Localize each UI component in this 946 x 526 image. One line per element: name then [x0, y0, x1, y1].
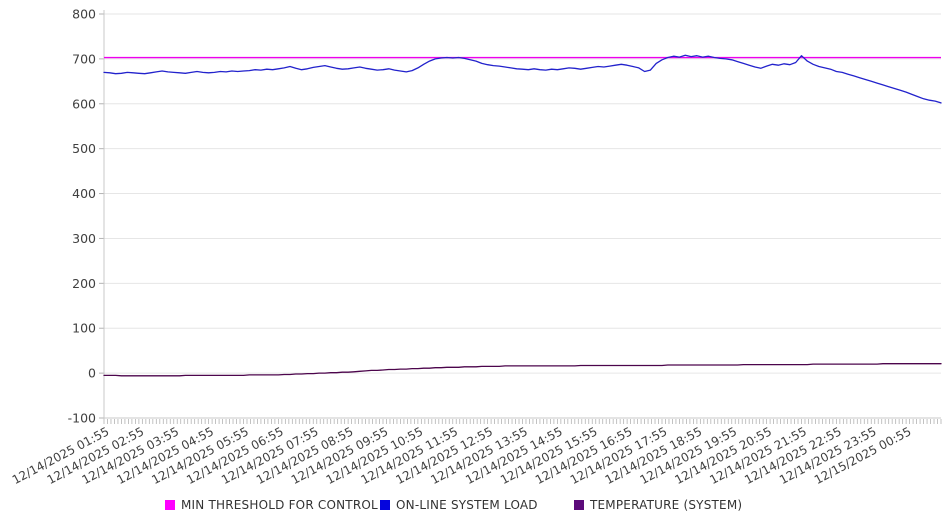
line-temperature-system: [103, 363, 942, 377]
y-tick-label: 800: [72, 7, 96, 22]
chart-legend: MIN THRESHOLD FOR CONTROL ON-LINE SYSTEM…: [0, 497, 946, 517]
y-tick-label: 600: [72, 96, 96, 111]
y-tick-label: 300: [72, 231, 96, 246]
legend-item-online-system-load: ON-LINE SYSTEM LOAD: [380, 497, 538, 513]
y-tick-label: 200: [72, 276, 96, 291]
line-on-line-system-load: [103, 54, 942, 104]
y-tick-label: 0: [88, 366, 96, 381]
online-system-load-swatch-icon: [380, 500, 390, 510]
legend-item-temperature: TEMPERATURE (SYSTEM): [574, 497, 742, 513]
y-tick-label: 400: [72, 186, 96, 201]
y-tick-label: 500: [72, 141, 96, 156]
legend-label: ON-LINE SYSTEM LOAD: [396, 498, 538, 512]
y-tick-label: 700: [72, 51, 96, 66]
y-tick-label: 100: [72, 321, 96, 336]
legend-label: MIN THRESHOLD FOR CONTROL: [181, 498, 378, 512]
temperature-swatch-icon: [574, 500, 584, 510]
min-threshold-swatch-icon: [165, 500, 175, 510]
legend-item-min-threshold: MIN THRESHOLD FOR CONTROL: [165, 497, 378, 513]
y-tick-label: -100: [68, 411, 96, 426]
legend-label: TEMPERATURE (SYSTEM): [590, 498, 743, 512]
